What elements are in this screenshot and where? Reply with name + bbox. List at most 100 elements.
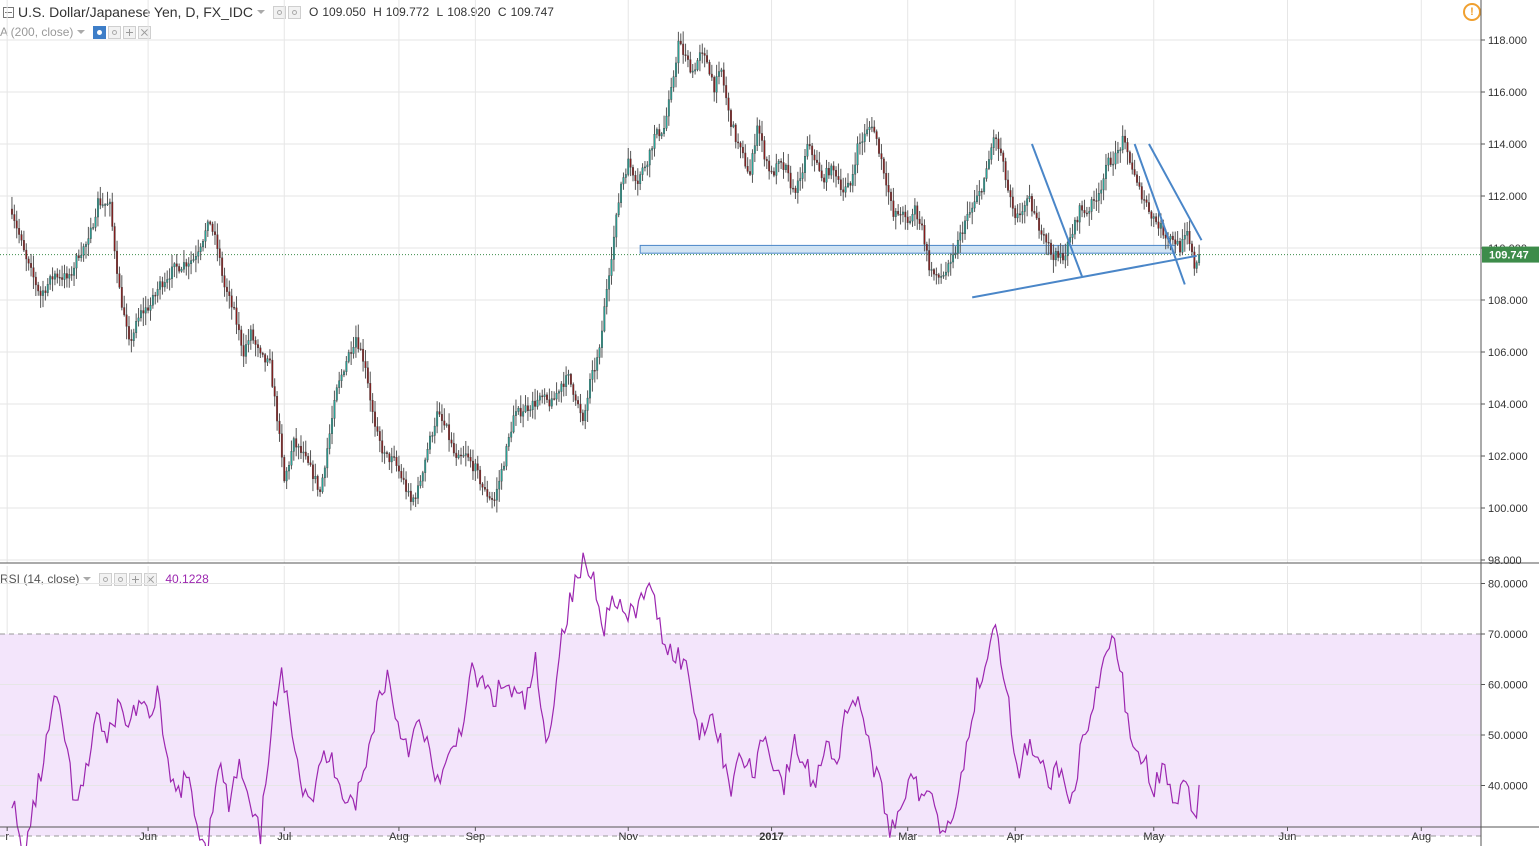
candle-up: [675, 62, 677, 77]
candle-up: [627, 158, 630, 175]
candle-down: [178, 266, 181, 272]
candle-down: [722, 69, 725, 86]
close-label: C: [497, 5, 507, 19]
candle-down: [472, 460, 474, 472]
candle-up: [1064, 255, 1067, 261]
candle-down: [916, 205, 919, 220]
candle-down: [273, 386, 276, 397]
candle-down: [878, 138, 880, 154]
candle-down: [1040, 230, 1043, 235]
candle-up: [531, 400, 534, 411]
candle-down: [65, 273, 68, 279]
candle-up: [648, 149, 651, 166]
settings-icon[interactable]: [114, 572, 128, 586]
ohlc-values: O 109.050 H 109.772 L 108.920 C 109.747: [309, 5, 558, 19]
candle-up: [555, 392, 558, 400]
candle-up: [151, 294, 154, 306]
candle-down: [185, 262, 188, 267]
candle-down: [240, 329, 243, 346]
candle-up: [796, 180, 799, 193]
rsi-axis[interactable]: 40.0000 50.0000 60.0000 70.0000 80.0000: [1481, 579, 1528, 793]
candle-up: [567, 374, 570, 376]
candle-up: [777, 160, 780, 164]
candle-down: [682, 43, 685, 55]
candle-down: [22, 240, 25, 251]
candle-down: [242, 345, 245, 357]
candle-up: [192, 259, 195, 261]
time-tick-label: 2017: [759, 831, 783, 843]
rsi-label: RSI (14, close): [0, 572, 80, 586]
ma-legend: MA (200, close): [0, 25, 152, 39]
candle-down: [257, 344, 259, 349]
candle-up: [868, 126, 871, 130]
candle-up: [591, 370, 594, 380]
collapse-icon[interactable]: [3, 6, 14, 18]
eye-icon[interactable]: [99, 572, 113, 586]
candle-up: [1078, 205, 1081, 223]
chevron-down-icon[interactable]: [77, 30, 86, 34]
candle-down: [849, 182, 852, 186]
format-icon[interactable]: [288, 5, 302, 19]
candle-down: [1171, 235, 1174, 240]
candle-up: [419, 480, 422, 486]
candle-down: [264, 354, 267, 363]
low-value: 108.920: [447, 5, 491, 19]
candle-down: [1050, 242, 1052, 255]
candle-up: [1016, 213, 1019, 219]
plus-icon[interactable]: [129, 572, 143, 586]
candle-down: [280, 433, 283, 458]
candle-down: [813, 154, 816, 161]
candle-up: [617, 202, 620, 216]
candle-up: [338, 380, 341, 388]
candle-down: [252, 329, 255, 341]
time-tick-label: Mar: [898, 831, 917, 843]
candle-up: [204, 230, 207, 242]
candle-up: [966, 214, 969, 222]
chevron-down-icon[interactable]: [257, 10, 266, 14]
eye-icon[interactable]: [93, 25, 107, 39]
settings-icon[interactable]: [108, 25, 122, 39]
candle-down: [873, 126, 876, 132]
candle-up: [672, 76, 675, 88]
candle-down: [758, 125, 761, 134]
chevron-down-icon[interactable]: [83, 577, 92, 581]
candle-down: [409, 490, 412, 502]
candle-down: [689, 59, 692, 73]
candle-down: [228, 291, 231, 297]
candle-up: [68, 274, 71, 279]
candle-up: [550, 398, 553, 407]
last-price-tag: [1482, 246, 1539, 263]
candle-up: [1114, 152, 1117, 165]
plus-icon[interactable]: [123, 25, 137, 39]
candle-up: [847, 182, 849, 187]
candle-down: [579, 403, 582, 414]
time-tick-label: Nov: [618, 831, 638, 843]
candle-up: [959, 232, 962, 241]
candle-down: [142, 310, 145, 314]
candle-up: [985, 168, 988, 179]
candle-down: [1057, 251, 1060, 258]
candle-up: [655, 129, 658, 135]
alert-icon[interactable]: !: [1463, 3, 1481, 21]
candle-down: [725, 85, 728, 99]
price-axis[interactable]: 98.000 100.000 102.000 104.000 106.000 108.00…: [1481, 35, 1539, 567]
time-tick-label: Jun: [139, 831, 157, 843]
candle-up: [206, 221, 209, 231]
candle-up: [474, 463, 477, 472]
settings-icon[interactable]: [273, 5, 287, 19]
candle-up: [620, 183, 623, 203]
time-axis[interactable]: r Jun Jul Aug Sep Nov 2017 Mar Apr May Jun Aug: [5, 827, 1431, 843]
candle-down: [1095, 200, 1098, 202]
candle-down: [634, 175, 637, 182]
candle-down: [918, 218, 921, 224]
trendlines[interactable]: [972, 143, 1203, 299]
candle-down: [1033, 211, 1036, 214]
candle-down: [455, 452, 458, 458]
candles: [11, 31, 1201, 513]
candle-up: [543, 394, 546, 397]
candle-down: [61, 277, 64, 280]
candle-up: [1100, 189, 1103, 194]
candle-down: [572, 384, 575, 395]
